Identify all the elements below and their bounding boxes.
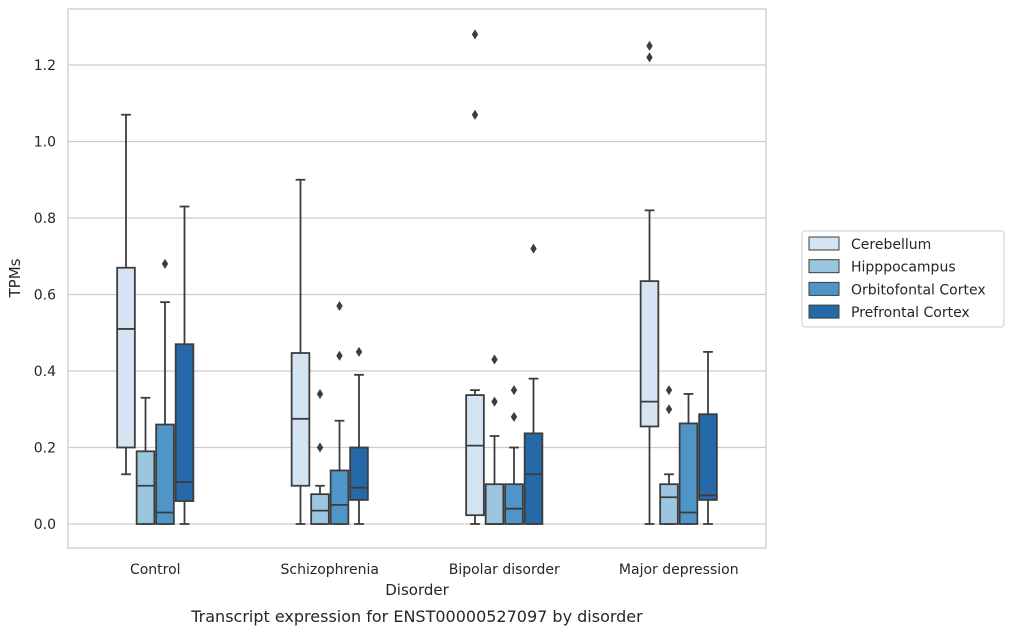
legend-swatch xyxy=(808,281,840,296)
legend-swatch xyxy=(808,304,840,319)
plot-frame xyxy=(67,8,767,549)
outlier-point xyxy=(355,346,363,357)
outlier-point xyxy=(316,442,324,453)
y-tick-label: 0.8 xyxy=(34,211,56,227)
box-body xyxy=(329,469,350,525)
box-bipolar-disorder-cerebellum xyxy=(465,29,485,525)
box-body xyxy=(310,493,330,525)
y-tick-label: 0.0 xyxy=(34,517,56,533)
box-control-orbitofontal-cortex xyxy=(155,258,175,525)
box-body xyxy=(135,450,156,525)
box-bipolar-disorder-orbitofontal-cortex xyxy=(504,385,524,525)
outlier-point xyxy=(646,40,653,51)
outlier-point xyxy=(471,109,479,120)
box-body xyxy=(174,343,195,502)
box-major-depression-hipppocampus xyxy=(659,385,679,525)
x-tick-label: Major depression xyxy=(619,562,739,578)
box-control-prefrontal-cortex xyxy=(174,205,195,525)
y-tick-label: 0.4 xyxy=(34,364,56,380)
box-body xyxy=(698,413,718,501)
legend-entry: Cerebellum xyxy=(851,237,931,253)
box-schizophrenia-cerebellum xyxy=(290,178,311,525)
box-body xyxy=(484,483,505,525)
x-tick-label: Control xyxy=(130,562,181,578)
box-body xyxy=(465,394,485,517)
y-tick-labels: 0.0 0.2 0.4 0.6 0.8 1.0 1.2 xyxy=(34,58,56,533)
box-body xyxy=(116,266,136,449)
chart-caption: Transcript expression for ENST0000052709… xyxy=(190,607,643,626)
outlier-point xyxy=(665,404,673,415)
box-major-depression-orbitofontal-cortex xyxy=(678,393,699,525)
legend-swatch xyxy=(808,236,840,251)
outlier-point xyxy=(161,258,169,269)
outlier-point xyxy=(646,52,653,63)
outlier-point xyxy=(336,350,343,361)
legend: Cerebellum Hipppocampus Orbitofontal Corte… xyxy=(801,230,1005,328)
y-axis-label: TPMs xyxy=(6,258,24,298)
x-axis-label: Disorder xyxy=(385,581,449,599)
legend-entry: Orbitofontal Cortex xyxy=(851,282,986,298)
box-bipolar-disorder-hipppocampus xyxy=(484,354,505,525)
box-schizophrenia-hipppocampus xyxy=(310,388,330,525)
box-body xyxy=(678,422,699,525)
y-tick-label: 1.2 xyxy=(34,58,56,74)
outlier-point xyxy=(316,388,324,399)
x-tick-label: Schizophrenia xyxy=(281,562,379,578)
outlier-point xyxy=(471,29,479,40)
box-body xyxy=(523,432,544,525)
box-body xyxy=(504,483,524,525)
box-body xyxy=(349,446,369,501)
outlier-point xyxy=(665,385,673,396)
box-groups xyxy=(116,29,718,525)
legend-frame xyxy=(801,230,1005,328)
x-tick-labels: Control Schizophrenia Bipolar disorder Majo… xyxy=(130,562,739,578)
box-control-hipppocampus xyxy=(135,396,156,525)
outlier-point xyxy=(491,396,498,407)
box-control-cerebellum xyxy=(116,113,136,476)
outlier-point xyxy=(491,354,498,365)
legend-swatch xyxy=(808,259,840,274)
box-major-depression-cerebellum xyxy=(639,40,660,525)
legend-entry: Prefrontal Cortex xyxy=(851,305,970,321)
box-schizophrenia-prefrontal-cortex xyxy=(349,346,369,525)
box-body xyxy=(639,280,660,428)
y-tick-label: 0.2 xyxy=(34,441,56,457)
y-tick-label: 0.6 xyxy=(34,288,56,304)
y-tick-label: 1.0 xyxy=(34,135,56,151)
legend-entry: Hipppocampus xyxy=(851,260,956,276)
x-tick-label: Bipolar disorder xyxy=(449,562,560,578)
outlier-point xyxy=(336,300,343,311)
box-bipolar-disorder-prefrontal-cortex xyxy=(523,243,544,525)
outlier-point xyxy=(530,243,537,254)
outlier-point xyxy=(510,411,518,422)
box-body xyxy=(155,423,175,525)
box-major-depression-prefrontal-cortex xyxy=(698,350,718,525)
box-schizophrenia-orbitofontal-cortex xyxy=(329,300,350,525)
box-body xyxy=(659,483,679,525)
outlier-point xyxy=(510,385,518,396)
